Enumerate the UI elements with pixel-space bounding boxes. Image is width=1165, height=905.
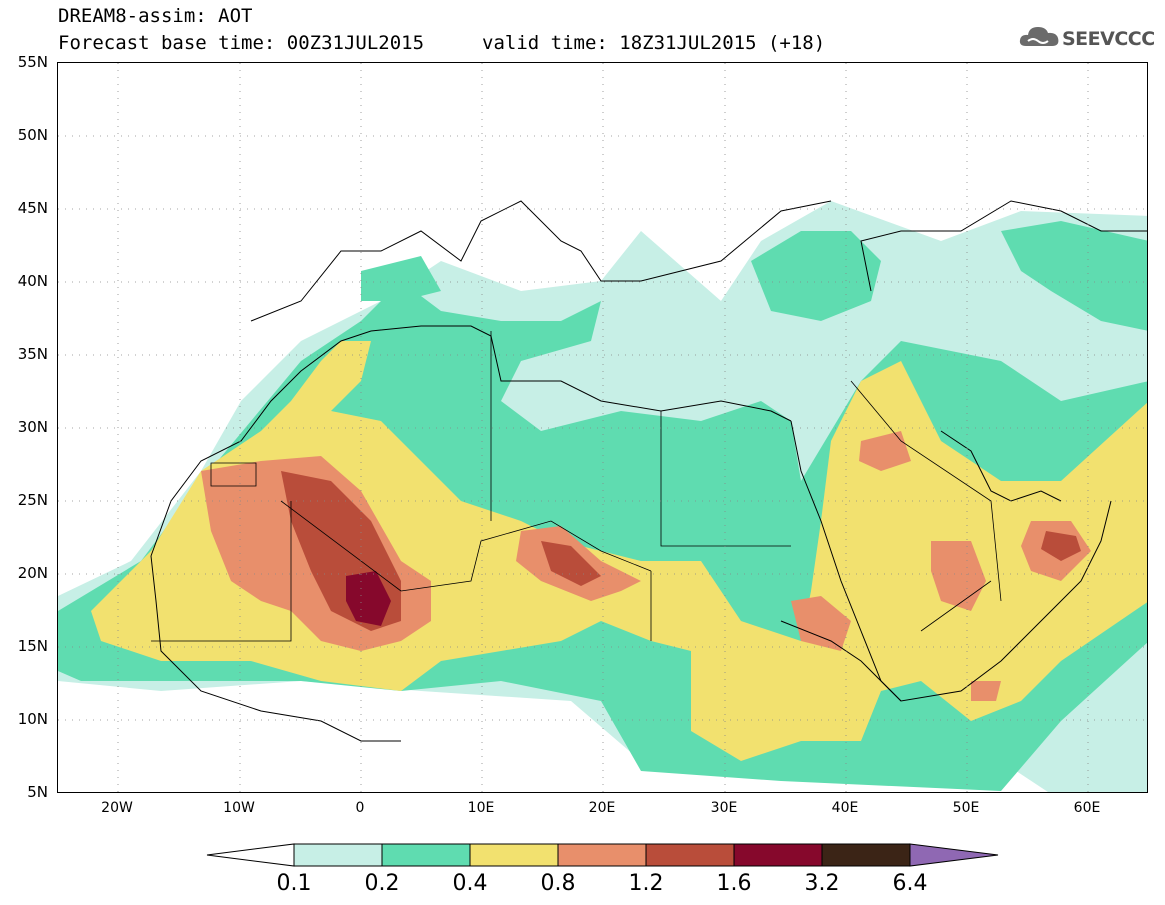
seevccc-logo: SEEVCCC <box>1018 22 1158 58</box>
colorbar <box>206 843 999 867</box>
colorbar-segment-3 <box>469 843 559 867</box>
lon-label-40e: 40E <box>831 800 859 816</box>
lon-label-20e: 20E <box>588 800 616 816</box>
lat-label-55n: 55N <box>17 53 48 71</box>
graticule <box>58 63 1147 792</box>
lat-label-25n: 25N <box>17 491 48 509</box>
lat-label-20n: 20N <box>17 564 48 582</box>
logo-text: SEEVCCC <box>1062 28 1155 50</box>
lat-label-50n: 50N <box>17 126 48 144</box>
aot-field <box>58 63 1147 792</box>
colorbar-segment-above-max <box>909 843 999 867</box>
lat-label-35n: 35N <box>17 345 48 363</box>
colorbar-label-0-8: 0.8 <box>540 871 576 896</box>
lon-label-60e: 60E <box>1073 800 1101 816</box>
lat-label-40n: 40N <box>17 272 48 290</box>
lat-label-30n: 30N <box>17 418 48 436</box>
colorbar-segment-6 <box>733 843 823 867</box>
lon-label-0: 0 <box>355 800 365 816</box>
colorbar-label-0-1: 0.1 <box>276 871 312 896</box>
colorbar-label-0-4: 0.4 <box>452 871 488 896</box>
colorbar-segment-7 <box>821 843 911 867</box>
country-borders <box>151 331 1002 642</box>
lon-label-20w: 20W <box>101 800 133 816</box>
coastlines <box>150 200 1147 742</box>
map-area <box>57 62 1148 793</box>
colorbar-label-3-2: 3.2 <box>804 871 840 896</box>
colorbar-segment-5 <box>645 843 735 867</box>
lat-label-45n: 45N <box>17 199 48 217</box>
lon-label-10w: 10W <box>223 800 255 816</box>
colorbar-label-0-2: 0.2 <box>364 871 400 896</box>
map-title: DREAM8-assim: AOT <box>58 5 253 27</box>
lon-label-10e: 10E <box>467 800 495 816</box>
colorbar-segment-2 <box>381 843 471 867</box>
lon-label-30e: 30E <box>710 800 738 816</box>
lat-label-5n: 5N <box>27 783 48 801</box>
valid-time: valid time: 18Z31JUL2015 (+18) <box>482 32 826 54</box>
colorbar-label-6-4: 6.4 <box>892 871 928 896</box>
lat-label-15n: 15N <box>17 637 48 655</box>
lat-label-10n: 10N <box>17 710 48 728</box>
aot-layer-1-6 <box>346 571 391 626</box>
colorbar-segment-below-min <box>206 843 295 867</box>
colorbar-label-1-2: 1.2 <box>628 871 664 896</box>
colorbar-segment-4 <box>557 843 647 867</box>
lon-label-50e: 50E <box>952 800 980 816</box>
colorbar-label-1-6: 1.6 <box>716 871 752 896</box>
colorbar-segment-1 <box>293 843 383 867</box>
cloud-icon <box>1019 27 1059 46</box>
forecast-base-time: Forecast base time: 00Z31JUL2015 <box>58 32 425 54</box>
